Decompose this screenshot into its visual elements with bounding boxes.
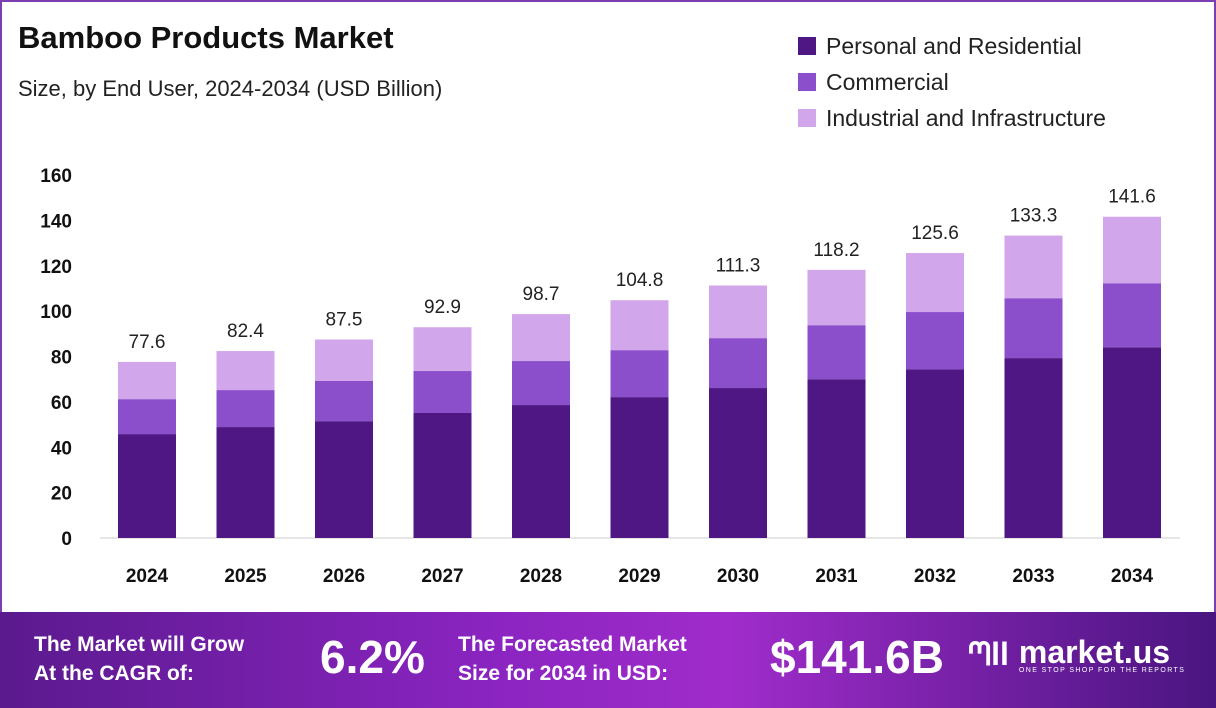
bar-segment xyxy=(315,339,373,382)
bar-segment xyxy=(906,312,964,370)
legend-item-industrial: Industrial and Infrastructure xyxy=(798,100,1106,136)
bar-segment xyxy=(315,421,373,538)
bar-segment xyxy=(216,427,275,538)
market-us-logo: ᘉll market.us ONE STOP SHOP FOR THE REPOR… xyxy=(968,636,1185,674)
legend-item-commercial: Commercial xyxy=(798,64,1106,100)
bar-segment xyxy=(807,379,866,538)
bar-segment xyxy=(610,350,669,398)
bar-segment xyxy=(512,405,570,538)
bar-segment xyxy=(1004,235,1063,299)
legend-swatch xyxy=(798,109,816,127)
data-label: 87.5 xyxy=(326,309,363,330)
bar-segment xyxy=(118,399,176,435)
cagr-label-line: At the CAGR of: xyxy=(34,662,194,685)
brand-name: market.us xyxy=(1018,633,1171,670)
y-tick-label: 120 xyxy=(40,257,72,278)
bar-segment xyxy=(610,397,669,538)
legend: Personal and Residential Commercial Indu… xyxy=(798,28,1106,136)
legend-swatch xyxy=(798,37,816,55)
chart-frame xyxy=(0,0,1216,612)
x-tick-label: 2028 xyxy=(520,566,562,587)
data-label: 133.3 xyxy=(1010,206,1058,227)
legend-label: Personal and Residential xyxy=(826,32,1082,59)
legend-swatch xyxy=(798,73,816,91)
x-tick-label: 2030 xyxy=(717,566,759,587)
bar-segment xyxy=(610,300,669,351)
bar-segment xyxy=(807,269,866,326)
bar-segment xyxy=(118,361,176,400)
forecast-label-line: Size for 2034 in USD: xyxy=(458,662,669,685)
y-tick-label: 140 xyxy=(40,211,72,232)
logo-icon: ᘉll xyxy=(968,636,1009,672)
bar-segment xyxy=(709,285,767,339)
forecast-label-line: The Forecasted Market xyxy=(458,633,687,656)
bar-chart: 0 20 40 60 80 100 120 140 160 77.6 2024 82.4 2025 87.… xyxy=(40,166,1180,587)
bar-segment xyxy=(807,325,866,380)
bar-segment xyxy=(512,361,570,406)
bar-segment xyxy=(1103,347,1161,538)
data-label: 125.6 xyxy=(911,223,959,244)
bar-segment xyxy=(315,381,373,422)
bar-segment xyxy=(1004,298,1063,359)
x-tick-label: 2029 xyxy=(618,566,660,587)
x-tick-label: 2026 xyxy=(323,566,365,587)
legend-item-personal: Personal and Residential xyxy=(798,28,1106,64)
forecast-value: $141.6B xyxy=(770,631,944,683)
chart-subtitle: Size, by End User, 2024-2034 (USD Billio… xyxy=(18,76,443,101)
y-tick-label: 160 xyxy=(40,166,72,187)
y-tick-label: 80 xyxy=(51,348,72,369)
bar-segment xyxy=(512,314,570,362)
brand-tagline: ONE STOP SHOP FOR THE REPORTS xyxy=(1018,666,1186,674)
bar-segment xyxy=(413,327,472,372)
bar-segment xyxy=(709,338,767,389)
x-tick-label: 2024 xyxy=(126,566,169,587)
x-tick-label: 2034 xyxy=(1111,566,1154,587)
data-label: 104.8 xyxy=(616,270,664,291)
x-tick-label: 2027 xyxy=(421,566,463,587)
data-label: 82.4 xyxy=(227,321,264,342)
legend-label: Commercial xyxy=(826,68,949,95)
bar-segment xyxy=(1103,283,1161,348)
cagr-label: The Market will Grow At the CAGR of: xyxy=(34,630,244,688)
x-tick-label: 2031 xyxy=(815,566,858,587)
x-tick-label: 2032 xyxy=(914,566,956,587)
bar-segment xyxy=(1004,358,1063,538)
bar-segment xyxy=(216,390,275,428)
x-tick-label: 2025 xyxy=(224,566,267,587)
data-label: 77.6 xyxy=(129,332,166,353)
bar-segment xyxy=(413,371,472,413)
y-tick-label: 0 xyxy=(61,529,72,550)
y-tick-label: 100 xyxy=(40,302,72,323)
bar-segment xyxy=(216,351,275,391)
data-label: 92.9 xyxy=(424,297,461,318)
forecast-label: The Forecasted Market Size for 2034 in US… xyxy=(458,630,687,688)
bar-segment xyxy=(413,412,472,538)
data-label: 111.3 xyxy=(716,255,761,276)
cagr-value: 6.2% xyxy=(320,631,425,683)
summary-banner: The Market will Grow At the CAGR of: 6.2%… xyxy=(0,612,1216,708)
legend-label: Industrial and Infrastructure xyxy=(826,104,1106,131)
y-tick-label: 20 xyxy=(51,484,72,505)
data-label: 118.2 xyxy=(813,240,859,261)
bar-segment xyxy=(118,434,176,538)
data-label: 141.6 xyxy=(1108,187,1156,208)
data-label: 98.7 xyxy=(523,284,560,305)
y-tick-label: 60 xyxy=(51,393,72,414)
x-tick-label: 2033 xyxy=(1012,566,1054,587)
y-tick-label: 40 xyxy=(51,438,72,459)
chart-title: Bamboo Products Market xyxy=(18,20,394,55)
bar-segment xyxy=(906,253,964,313)
bar-segment xyxy=(1103,216,1161,284)
cagr-label-line: The Market will Grow xyxy=(34,633,245,656)
bar-segment xyxy=(709,388,767,538)
bar-segment xyxy=(906,369,964,538)
